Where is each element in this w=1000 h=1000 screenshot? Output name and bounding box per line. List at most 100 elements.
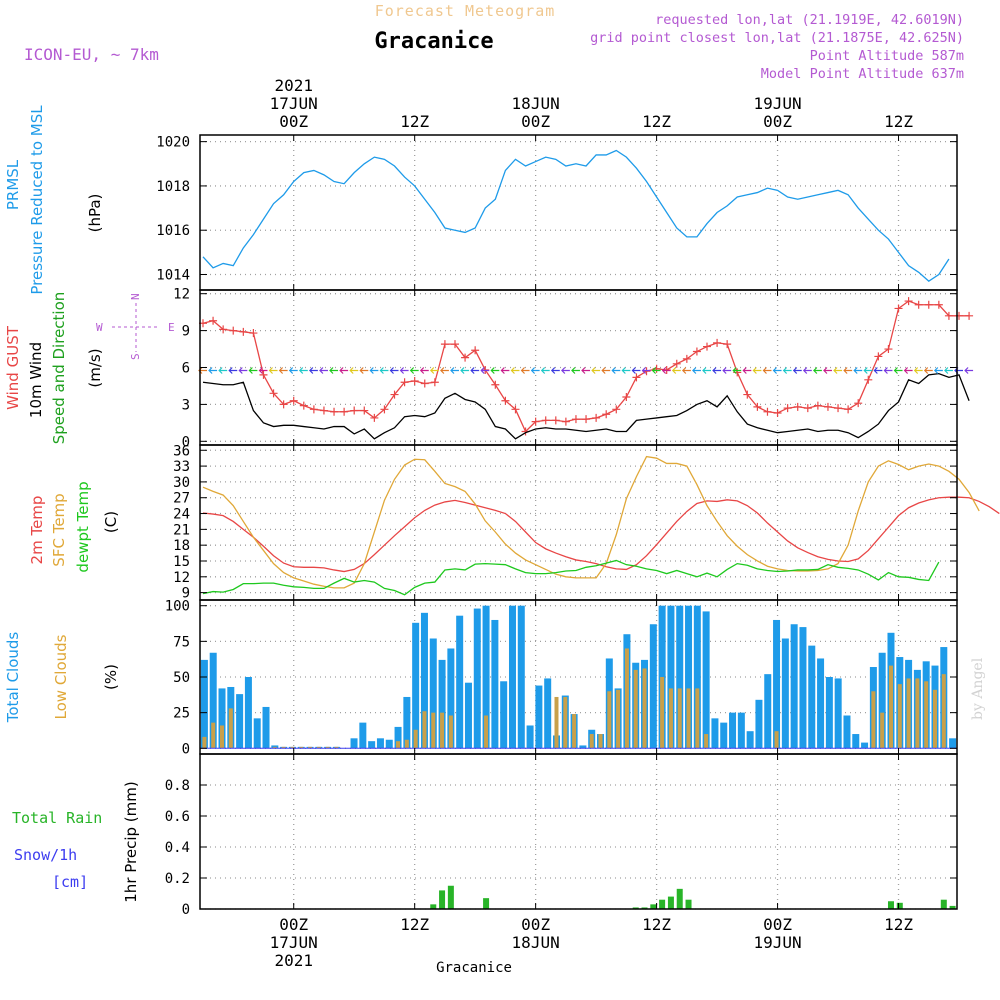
time-label-bottom: 00Z: [763, 915, 792, 934]
time-label-bottom: 00Z: [521, 915, 550, 934]
bar-low-clouds: [572, 714, 577, 749]
wind-direction-arrow: [823, 367, 832, 374]
gust-marker: [350, 406, 359, 415]
bar-total-clouds: [482, 605, 490, 749]
bar-total-clouds: [649, 624, 657, 749]
bar-total-clouds: [729, 712, 737, 749]
wind-direction-arrow: [792, 367, 802, 374]
gust-marker: [571, 415, 580, 424]
y-axis-label: Low Clouds: [52, 634, 70, 719]
compass-cross: [112, 303, 160, 352]
gust-marker: [612, 405, 621, 414]
time-label-top: 17JUN: [270, 94, 318, 113]
bar-total-clouds: [781, 638, 789, 749]
gust-marker: [672, 359, 681, 368]
bar-low-clouds: [484, 715, 489, 749]
frames-layer: [199, 134, 958, 910]
requested-coords: requested lon,lat (21.1919E, 42.6019N): [655, 12, 964, 28]
bar-total-clouds: [764, 674, 772, 749]
bar-total-clouds: [491, 619, 499, 749]
wind-direction-arrow: [913, 367, 923, 374]
gust-marker: [592, 413, 601, 422]
wind-direction-arrow: [369, 367, 379, 374]
y-tick-label: 50: [173, 670, 190, 686]
y-axis-label: Wind GUST: [4, 325, 22, 410]
y-axis-label: PRMSL: [4, 159, 22, 210]
wind-direction-arrow: [661, 367, 671, 374]
gust-marker: [360, 406, 369, 415]
series-line-2m-temp: [202, 496, 1000, 573]
gust-marker: [864, 375, 873, 384]
bar-total-rain: [659, 899, 666, 909]
gust-marker: [844, 405, 853, 414]
wind-direction-arrow: [490, 367, 500, 374]
meteogram-subtitle: Forecast Meteogram: [375, 2, 556, 20]
time-label-top: 00Z: [521, 112, 550, 131]
gust-marker: [269, 389, 278, 398]
gust-marker: [239, 327, 248, 336]
bar-total-clouds: [429, 638, 437, 749]
wind-direction-arrow: [944, 367, 953, 374]
wind-direction-arrow: [278, 367, 288, 374]
y-tick-label: 3: [182, 397, 190, 413]
bar-total-clouds: [394, 726, 402, 749]
gust-marker: [783, 404, 792, 413]
y-axis-label: Speed and Direction: [50, 292, 68, 445]
bar-total-clouds: [808, 645, 816, 749]
bar-total-clouds: [711, 718, 719, 749]
bar-total-clouds: [878, 652, 886, 749]
bar-low-clouds: [642, 668, 647, 749]
time-label-top: 2021: [274, 76, 313, 95]
bar-low-clouds: [308, 746, 313, 749]
y-axis-label: 10m Wind: [27, 342, 45, 418]
bar-total-clouds: [843, 715, 851, 749]
bar-total-rain: [439, 890, 446, 909]
bar-low-clouds: [396, 741, 401, 749]
wind-direction-arrow: [692, 367, 701, 374]
y-tick-label: 75: [173, 634, 190, 650]
gust-marker: [451, 340, 459, 349]
wind-direction-arrow: [843, 367, 853, 374]
bar-total-rain: [940, 899, 947, 909]
bar-total-clouds: [817, 658, 825, 749]
bar-low-clouds: [404, 739, 409, 749]
bar-low-clouds: [202, 736, 207, 749]
gust-marker: [753, 402, 762, 411]
wind-direction-arrow: [530, 367, 540, 374]
gust-marker: [511, 405, 520, 414]
bar-low-clouds: [616, 689, 621, 749]
y-tick-label: 27: [173, 491, 190, 507]
bar-low-clouds: [607, 691, 612, 749]
wind-direction-arrow: [399, 367, 409, 374]
wind-direction-arrow: [248, 367, 258, 374]
gust-marker: [400, 378, 409, 387]
wind-direction-arrow: [954, 367, 963, 374]
bar-total-clouds: [825, 677, 833, 749]
bar-total-clouds: [447, 648, 455, 749]
gust-marker: [834, 404, 843, 413]
gust-marker: [743, 390, 752, 399]
bar-total-clouds: [755, 699, 763, 749]
gust-marker: [682, 354, 691, 363]
wind-direction-arrow: [873, 367, 883, 374]
grid-layer: [200, 135, 957, 910]
wind-direction-arrow: [671, 367, 681, 374]
bar-low-clouds: [871, 691, 876, 749]
series-line-wind-gust: [202, 300, 970, 433]
wind-direction-arrow: [450, 367, 459, 374]
wind-direction-arrow: [813, 367, 822, 374]
y-tick-label: 6: [182, 361, 190, 377]
wind-direction-arrow: [389, 367, 399, 374]
bar-total-rain: [483, 898, 490, 909]
bar-total-clouds: [720, 722, 728, 749]
gust-marker: [440, 340, 449, 349]
y-tick-label: 25: [173, 706, 190, 722]
y-axis-label: Total Clouds: [4, 632, 22, 724]
wind-direction-arrow: [460, 367, 470, 374]
bar-total-clouds: [350, 738, 358, 749]
time-label-top: 19JUN: [753, 94, 801, 113]
time-label-bottom: 2021: [274, 951, 313, 970]
watermark: by Angel: [970, 657, 986, 720]
gust-marker: [955, 311, 963, 320]
gust-marker: [420, 379, 429, 388]
